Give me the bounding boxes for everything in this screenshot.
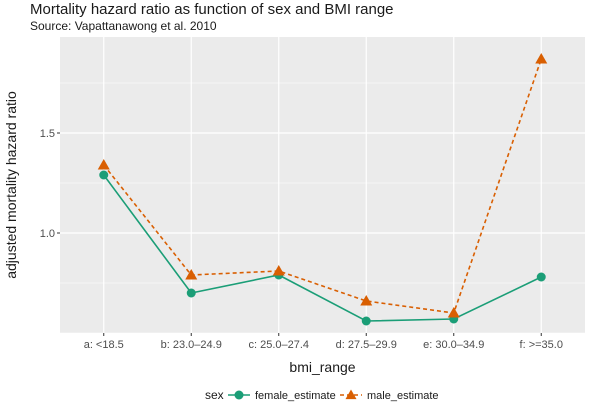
y-tick-label: 1.5 (40, 128, 55, 140)
x-tick-label: f: >=35.0 (520, 339, 563, 351)
data-point-male_estimate (447, 307, 460, 318)
legend-label: male_estimate (367, 390, 439, 402)
data-point-male_estimate (360, 295, 373, 306)
series-line-male_estimate (103, 58, 543, 314)
legend-key-marker (234, 390, 244, 400)
data-point-female_estimate (186, 288, 196, 298)
x-tick-label: b: 23.0–24.9 (161, 339, 222, 351)
chart-subtitle: Source: Vapattanawong et al. 2010 (30, 19, 217, 33)
data-point-male_estimate (97, 159, 110, 170)
legend-key-marker (345, 389, 357, 400)
legend: sex female_estimate male_estimate (205, 388, 439, 402)
x-tick-label: e: 30.0–34.9 (423, 339, 484, 351)
data-point-female_estimate (536, 272, 546, 282)
plot-panel (60, 37, 585, 333)
data-point-male_estimate (272, 265, 285, 276)
series-line-female_estimate (103, 174, 542, 322)
legend-label: female_estimate (255, 390, 336, 402)
x-axis-title: bmi_range (289, 359, 355, 375)
data-point-female_estimate (361, 316, 371, 326)
y-tick-label: 1.0 (40, 228, 55, 240)
x-tick-label: c: 25.0–27.4 (248, 339, 309, 351)
data-point-male_estimate (535, 53, 548, 64)
data-point-male_estimate (185, 269, 198, 280)
chart-title: Mortality hazard ratio as function of se… (30, 1, 394, 18)
x-tick-label: a: <18.5 (84, 339, 124, 351)
data-point-female_estimate (99, 170, 109, 180)
x-tick-label: d: 27.5–29.9 (336, 339, 397, 351)
y-axis-title: adjusted mortality hazard ratio (3, 91, 19, 279)
legend-title: sex (205, 388, 224, 402)
